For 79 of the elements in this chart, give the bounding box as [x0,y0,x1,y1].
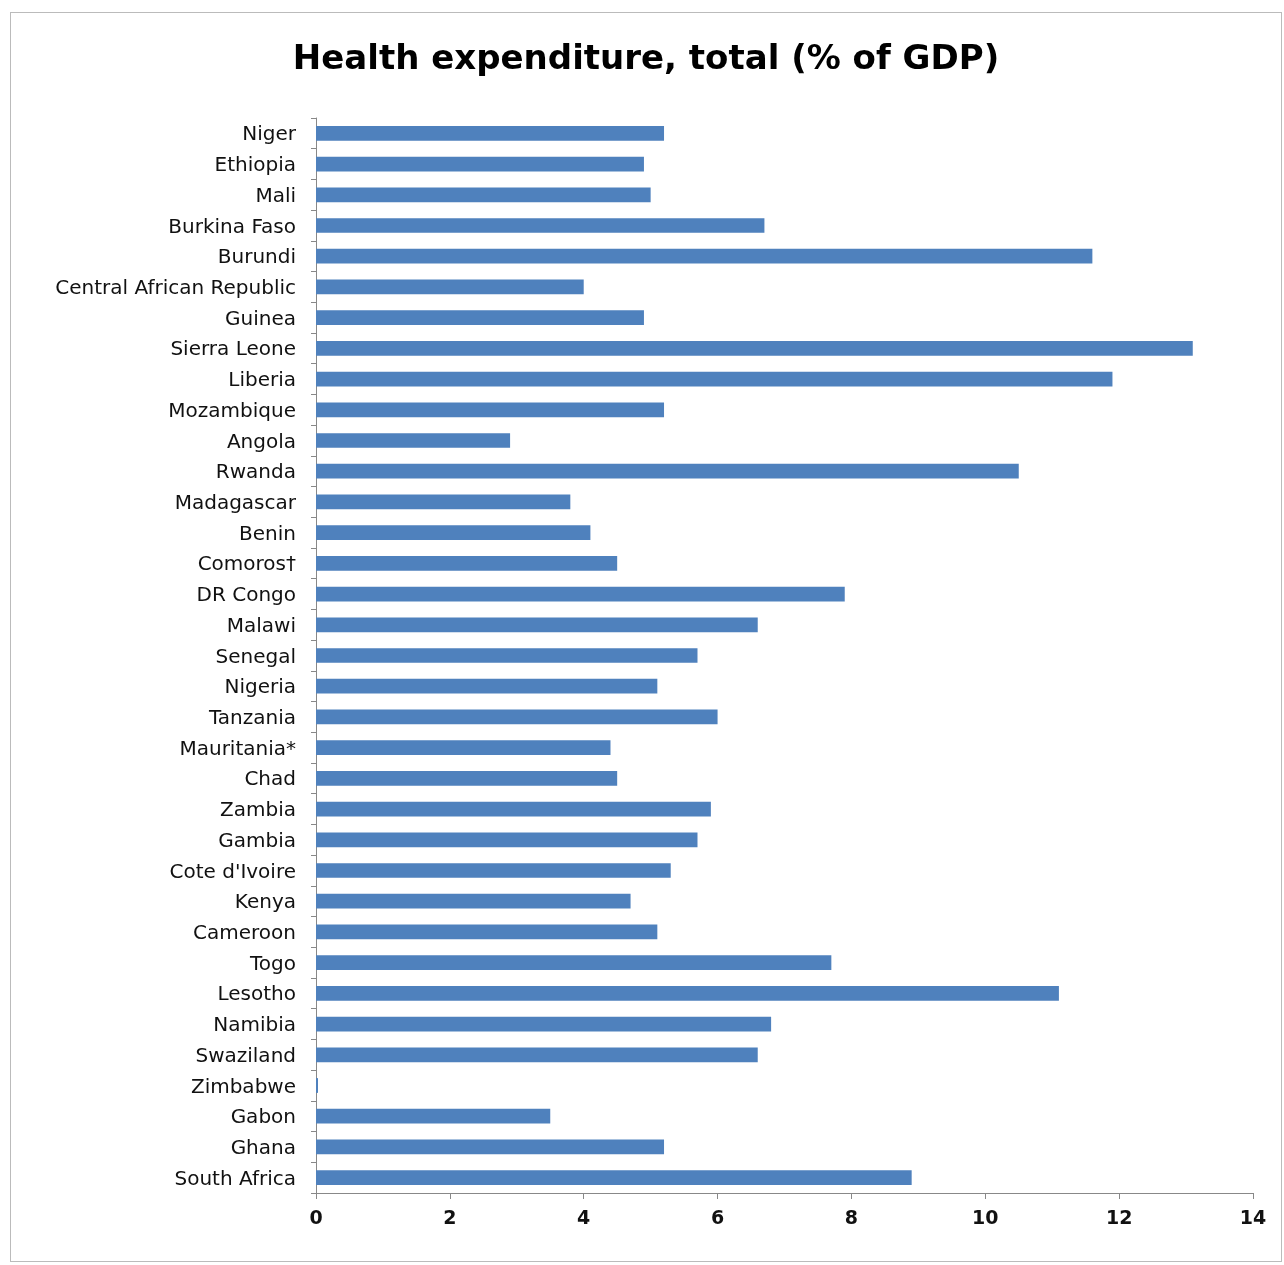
bar [316,310,644,326]
bar [316,893,631,909]
bar [316,1047,758,1063]
x-tick-label: 12 [1105,1205,1133,1228]
y-tick-label: Benin [239,520,296,545]
bar [316,218,765,233]
bar [316,125,665,141]
y-tick-label: Cameroon [193,919,296,944]
y-tick-label: Rwanda [215,459,296,484]
bar [316,648,698,663]
bar [316,525,591,541]
bar [316,279,584,295]
bar [316,494,571,510]
bar [316,832,698,848]
bar [316,1078,319,1093]
y-tick-label: Kenya [234,889,296,914]
y-tick-label: Guinea [225,305,296,330]
y-tick-label: Ethiopia [214,152,296,177]
x-tick-label: 4 [577,1205,591,1228]
x-tick-label: 2 [443,1205,457,1228]
bar [316,371,1113,387]
y-tick-label: Niger [242,121,297,146]
x-tick-label: 14 [1239,1205,1267,1228]
bar [316,156,644,172]
bar [316,1170,912,1186]
x-tick-label: 8 [844,1205,859,1228]
bar [316,709,718,725]
bar [316,770,618,786]
x-tick-label: 0 [309,1205,323,1228]
bar [316,924,658,940]
y-tick-label: Angola [226,428,296,453]
y-tick-label: Namibia [213,1012,296,1037]
x-tick-label: 6 [710,1205,725,1228]
y-tick-label: Burundi [217,244,296,269]
bar [316,555,618,571]
y-tick-label: Burkina Faso [168,213,296,238]
y-tick-label: Zambia [220,797,296,822]
bar [316,617,758,633]
bar [316,433,511,448]
bar [316,678,658,694]
bar [316,463,1019,479]
y-tick-label: DR Congo [196,582,296,607]
y-tick-label: Cote d'Ivoire [169,858,296,883]
y-tick-label: Madagascar [174,489,297,514]
y-tick-label: Senegal [215,643,296,668]
y-tick-label: Swaziland [195,1042,296,1067]
y-tick-label: Mauritania* [179,735,296,760]
bar [316,985,1059,1001]
y-tick-label: Togo [249,950,296,975]
bar [316,586,845,602]
y-tick-label: Zimbabwe [190,1073,296,1098]
bar [316,340,1193,356]
y-tick-label: Sierra Leone [170,336,296,361]
y-tick-label: Nigeria [224,674,296,699]
y-tick-label: Comoros† [197,551,296,576]
y-tick-label: Mozambique [168,397,296,422]
bar [316,402,665,418]
y-tick-label: Ghana [230,1134,296,1159]
bar [316,248,1093,264]
bar [316,1016,772,1032]
bar [316,955,832,971]
bar [316,863,671,878]
y-tick-label: Chad [244,766,296,791]
chart-title: Health expenditure, total (% of GDP) [292,37,1000,77]
bar [316,1139,665,1155]
bar [316,801,711,817]
bar [316,187,651,203]
bar [316,1108,551,1124]
y-tick-label: South Africa [174,1165,296,1190]
y-tick-label: Mali [255,182,296,207]
y-tick-label: Gambia [218,827,296,852]
bar [316,740,611,756]
y-tick-label: Tanzania [207,704,296,729]
y-tick-label: Gabon [230,1104,296,1129]
y-tick-label: Central African Republic [55,274,296,299]
x-tick-label: 10 [972,1205,999,1228]
y-tick-label: Liberia [228,367,296,392]
y-tick-label: Malawi [226,612,296,637]
y-tick-label: Lesotho [217,981,296,1006]
